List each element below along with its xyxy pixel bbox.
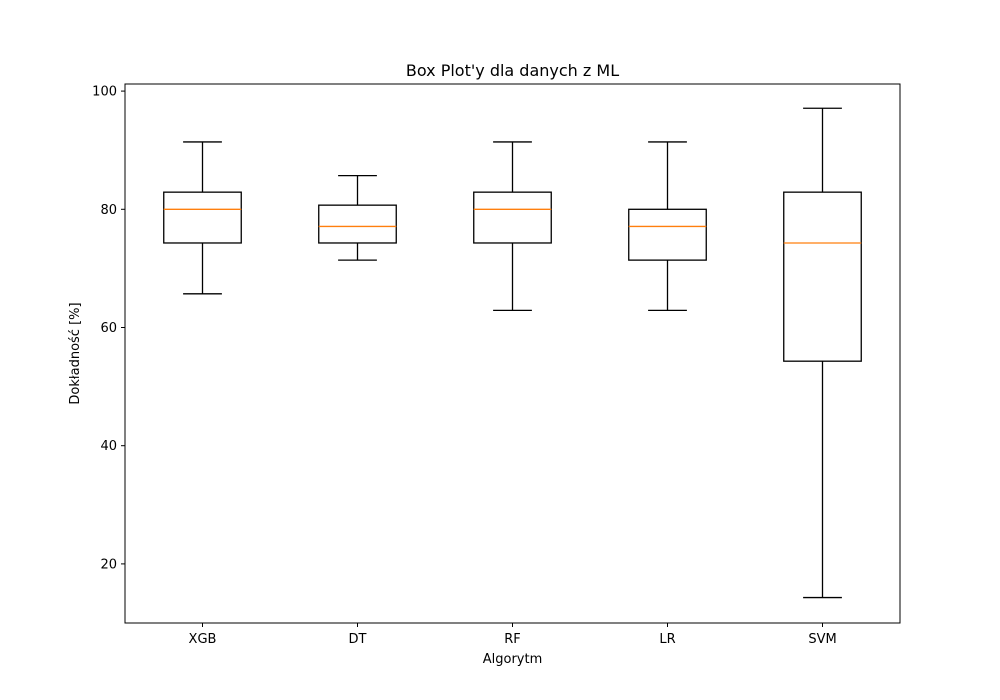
x-tick-label: RF [504,632,521,647]
y-axis: 20 40 60 80 100 [92,85,125,572]
box-rf [473,141,552,312]
y-tick-label: 20 [100,557,117,572]
x-tick-label: XGB [189,632,217,647]
y-axis-label: Dokładność [%] [68,302,83,404]
y-tick-label: 100 [92,85,117,100]
box-svm [783,107,862,599]
box-iqr [163,191,242,244]
y-tick-label: 60 [100,321,117,336]
x-tick-label: DT [349,632,367,647]
box-iqr [783,191,862,362]
box-iqr [628,208,707,261]
x-axis: XGB DT RF LR SVM [189,623,837,647]
box-dt [318,174,397,261]
plot-layer [163,107,862,599]
y-tick-label: 80 [100,203,117,218]
x-axis-label: Algorytm [483,652,543,667]
x-tick-label: SVM [808,632,836,647]
box-iqr [318,204,397,244]
box-xgb [163,141,242,295]
y-tick-label: 40 [100,439,117,454]
box-iqr [473,191,552,244]
x-tick-label: LR [659,632,675,647]
chart-title: Box Plot'y dla danych z ML [406,61,619,80]
box-lr [628,141,707,312]
